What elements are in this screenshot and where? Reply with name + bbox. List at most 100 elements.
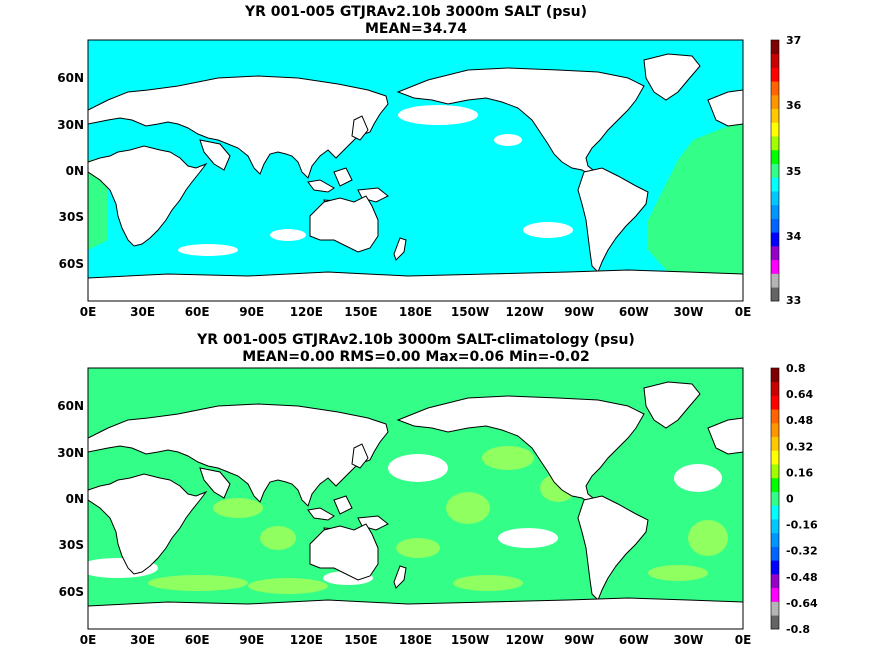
bottom-xtick-10: 60W: [619, 633, 649, 647]
top-cbtick-36: 36: [786, 99, 802, 112]
bottom-cbtick-10: -0.8: [786, 623, 810, 636]
bottom-title-line2: MEAN=0.00 RMS=0.00 Max=0.06 Min=-0.02: [242, 349, 589, 365]
top-cbtick-35: 35: [786, 165, 801, 178]
top-colorbar-segment-5: [771, 218, 779, 233]
top-xtick-0: 0E: [80, 305, 97, 319]
top-colorbar-segment-11: [771, 136, 779, 151]
bottom-xtick-3: 90E: [239, 633, 264, 647]
bottom-xtick-9: 90W: [564, 633, 594, 647]
bottom-colorbar-segment-3: [771, 574, 779, 589]
bottom-colorbar-frame: [770, 367, 780, 630]
top-panel: YR 001-005 GTJRAv2.10b 3000m SALT (psu) …: [57, 4, 801, 319]
top-ytick-30n: 30N: [57, 118, 84, 132]
bottom-xtick-5: 150E: [344, 633, 377, 647]
top-ytick-60s: 60S: [59, 257, 84, 271]
bottom-cbtick-0: 0.8: [786, 362, 806, 375]
bottom-colorbar: [770, 367, 780, 630]
bottom-xtick-0: 0E: [80, 633, 97, 647]
top-colorbar-frame: [770, 39, 780, 302]
top-title-line2: MEAN=34.74: [365, 21, 467, 37]
top-colorbar-labels: 37 36 35 34 33: [786, 34, 802, 307]
bottom-title-line1: YR 001-005 GTJRAv2.10b 3000m SALT-climat…: [196, 332, 635, 348]
bottom-colorbar-segment-10: [771, 477, 779, 492]
top-xtick-12: 0E: [735, 305, 752, 319]
bottom-colorbar-segment-1: [771, 601, 779, 616]
top-ytick-30s: 30S: [59, 210, 84, 224]
bottom-xtick-1: 30E: [130, 633, 155, 647]
top-xtick-11: 30W: [673, 305, 703, 319]
bottom-colorbar-segment-7: [771, 519, 779, 534]
bottom-ytick-30s: 30S: [59, 538, 84, 552]
bottom-x-ticks: 0E 30E 60E 90E 120E 150E 180E 150W 120W 90W 60W 30W…: [80, 633, 752, 647]
top-xtick-4: 120E: [290, 305, 323, 319]
top-xtick-6: 180E: [399, 305, 432, 319]
bottom-colorbar-segment-12: [771, 450, 779, 465]
top-colorbar-segment-0: [771, 287, 779, 302]
bottom-xtick-12: 0E: [735, 633, 752, 647]
bottom-cbtick-2: 0.48: [786, 414, 813, 427]
bottom-xtick-11: 30W: [673, 633, 703, 647]
bottom-colorbar-segment-0: [771, 615, 779, 630]
top-colorbar-segment-2: [771, 259, 779, 274]
top-colorbar-segment-8: [771, 177, 779, 192]
bottom-colorbar-segment-13: [771, 436, 779, 451]
top-colorbar-segment-6: [771, 204, 779, 219]
bottom-ytick-30n: 30N: [57, 446, 84, 460]
bottom-colorbar-segment-18: [771, 368, 779, 383]
bottom-ytick-60n: 60N: [57, 399, 84, 413]
top-cbtick-33: 33: [786, 294, 801, 307]
bottom-colorbar-segment-11: [771, 464, 779, 479]
top-colorbar-segment-7: [771, 191, 779, 206]
top-colorbar-segment-15: [771, 81, 779, 96]
top-xtick-8: 120W: [506, 305, 544, 319]
bottom-colorbar-labels: 0.8 0.64 0.48 0.32 0.16 0 -0.16 -0.32 -0.48 -0.64…: [786, 362, 818, 636]
top-colorbar-segment-14: [771, 94, 779, 109]
top-xtick-9: 90W: [564, 305, 594, 319]
top-colorbar-segment-13: [771, 108, 779, 123]
top-xtick-5: 150E: [344, 305, 377, 319]
top-colorbar-segment-12: [771, 122, 779, 137]
bottom-map-area: [88, 368, 743, 629]
top-xtick-7: 150W: [451, 305, 489, 319]
top-colorbar-segment-9: [771, 163, 779, 178]
bottom-map-frame: [87, 367, 744, 630]
top-xtick-1: 30E: [130, 305, 155, 319]
bottom-xtick-7: 150W: [451, 633, 489, 647]
top-xtick-3: 90E: [239, 305, 264, 319]
bottom-ytick-60s: 60S: [59, 585, 84, 599]
top-colorbar-segment-3: [771, 246, 779, 261]
top-atlantic-saline-region: [648, 124, 743, 274]
top-title-line1: YR 001-005 GTJRAv2.10b 3000m SALT (psu): [244, 4, 587, 20]
top-patches: [178, 105, 573, 256]
bottom-cbtick-7: -0.32: [786, 545, 818, 558]
top-xtick-2: 60E: [185, 305, 210, 319]
bottom-colorbar-segment-5: [771, 546, 779, 561]
top-map-area: [88, 40, 743, 301]
top-xtick-10: 60W: [619, 305, 649, 319]
top-colorbar: [770, 39, 780, 302]
bottom-colorbar-segment-8: [771, 505, 779, 520]
bottom-xtick-6: 180E: [399, 633, 432, 647]
bottom-colorbar-segment-4: [771, 560, 779, 575]
top-colorbar-segment-10: [771, 149, 779, 164]
top-ytick-0n: 0N: [66, 164, 84, 178]
top-ytick-60n: 60N: [57, 71, 84, 85]
bottom-y-ticks: 60N 30N 0N 30S 60S: [57, 399, 84, 599]
top-colorbar-segment-17: [771, 53, 779, 68]
top-colorbar-segment-1: [771, 273, 779, 288]
bottom-cbtick-6: -0.16: [786, 519, 818, 532]
bottom-cbtick-3: 0.32: [786, 440, 813, 453]
top-cbtick-34: 34: [786, 230, 802, 243]
bottom-xtick-8: 120W: [506, 633, 544, 647]
bottom-panel: YR 001-005 GTJRAv2.10b 3000m SALT-climat…: [57, 332, 818, 647]
top-y-ticks: 60N 30N 0N 30S 60S: [57, 71, 84, 271]
top-colorbar-segment-18: [771, 40, 779, 55]
bottom-cbtick-9: -0.64: [786, 597, 818, 610]
bottom-colorbar-segment-6: [771, 532, 779, 547]
top-colorbar-segment-4: [771, 232, 779, 247]
bottom-colorbar-segment-17: [771, 381, 779, 396]
bottom-colorbar-segment-2: [771, 587, 779, 602]
bottom-cbtick-8: -0.48: [786, 571, 818, 584]
bottom-ytick-0n: 0N: [66, 492, 84, 506]
